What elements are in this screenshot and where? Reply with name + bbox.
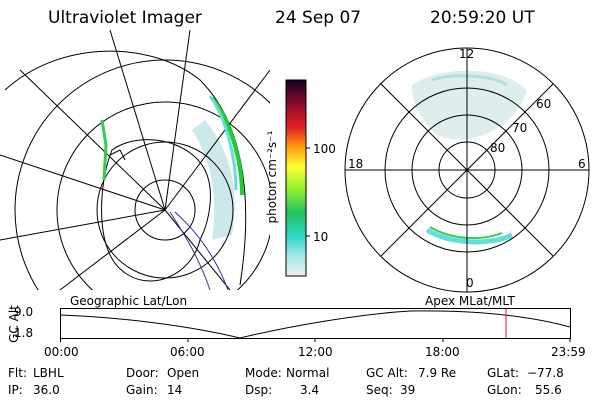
meridian-line xyxy=(164,30,191,211)
colorbar-gradient xyxy=(285,79,307,277)
meridian-line xyxy=(0,154,166,211)
aurora-diffuse-glow xyxy=(192,120,235,240)
altitude-curve xyxy=(60,310,571,339)
colorbar xyxy=(285,79,310,277)
glat-label: GLat: xyxy=(487,366,520,380)
dayside-emission xyxy=(412,70,527,140)
meridian-line xyxy=(0,209,166,241)
gc-alt-value: 7.9 Re xyxy=(418,366,457,380)
gain-value: 14 xyxy=(167,383,183,397)
terminator-line xyxy=(174,211,229,290)
geographic-projection-image xyxy=(0,30,270,290)
y-tick-1-8: 1.8 xyxy=(14,326,34,340)
meridian-line xyxy=(59,209,166,290)
door-label: Door: xyxy=(126,366,159,380)
x-tick-0000: 00:00 xyxy=(44,345,79,359)
latitude-circle xyxy=(134,179,196,241)
meridian-line xyxy=(109,30,166,211)
colorbar-tick-100: 100 xyxy=(313,142,336,156)
magnetic-polar-plot xyxy=(344,47,590,293)
glon-value: 55.6 xyxy=(535,383,562,397)
colorbar-tick-10: 10 xyxy=(313,230,329,244)
x-tick-2359: 23:59 xyxy=(551,345,586,359)
geographic-label: Geographic Lat/Lon xyxy=(70,294,188,308)
antarctica-coastline xyxy=(101,139,211,282)
mode-value: Normal xyxy=(286,366,330,380)
seq-label: Seq: xyxy=(366,383,393,397)
seq-value: 39 xyxy=(400,383,416,397)
mode-label: Mode: xyxy=(245,366,282,380)
terminator-line xyxy=(169,211,211,290)
ip-label: IP: xyxy=(8,383,23,397)
x-tick-1200: 12:00 xyxy=(298,345,333,359)
dsp-value: 3.4 xyxy=(300,383,320,397)
ip-value: 36.0 xyxy=(33,383,60,397)
flt-value: LBHL xyxy=(33,366,64,380)
lat-label-60: 60 xyxy=(536,97,552,111)
mlt-label-12: 12 xyxy=(459,47,475,61)
gain-label: Gain: xyxy=(126,383,158,397)
glon-label: GLon: xyxy=(487,383,522,397)
apex-label: Apex MLat/MLT xyxy=(425,294,515,308)
aurora-arc-cyan xyxy=(208,95,238,191)
latitude-circle xyxy=(56,101,270,290)
instrument-title: Ultraviolet Imager xyxy=(48,8,202,28)
earth-limb xyxy=(4,50,247,286)
x-tick-0600: 06:00 xyxy=(170,345,205,359)
gc-alt-label: GC Alt: xyxy=(366,366,408,380)
dsp-label: Dsp: xyxy=(245,383,273,397)
date-label: 24 Sep 07 xyxy=(275,8,362,28)
aurora-arc-green-small xyxy=(100,119,108,181)
meridian-line xyxy=(19,69,166,211)
time-label: 20:59:20 UT xyxy=(430,8,535,28)
lat-label-80: 80 xyxy=(490,141,506,155)
mlt-label-6: 6 xyxy=(578,157,586,171)
colorbar-unit-label: photon cm⁻²s⁻¹ xyxy=(265,130,279,224)
lat-label-70: 70 xyxy=(512,121,528,135)
x-tick-1800: 18:00 xyxy=(425,345,460,359)
mlt-label-0: 0 xyxy=(466,276,474,290)
y-tick-9: 9.0 xyxy=(14,305,34,319)
altitude-timeline-plot xyxy=(60,308,571,342)
meridian-line xyxy=(164,209,231,290)
timeline-frame xyxy=(60,308,571,339)
mlt-label-18: 18 xyxy=(348,157,364,171)
glat-value: −77.8 xyxy=(527,366,564,380)
door-value: Open xyxy=(167,366,200,380)
latitude-circle xyxy=(14,59,270,290)
flt-label: Flt: xyxy=(8,366,27,380)
nightside-aurora-cyan xyxy=(425,227,514,245)
meridian-line xyxy=(164,69,270,211)
